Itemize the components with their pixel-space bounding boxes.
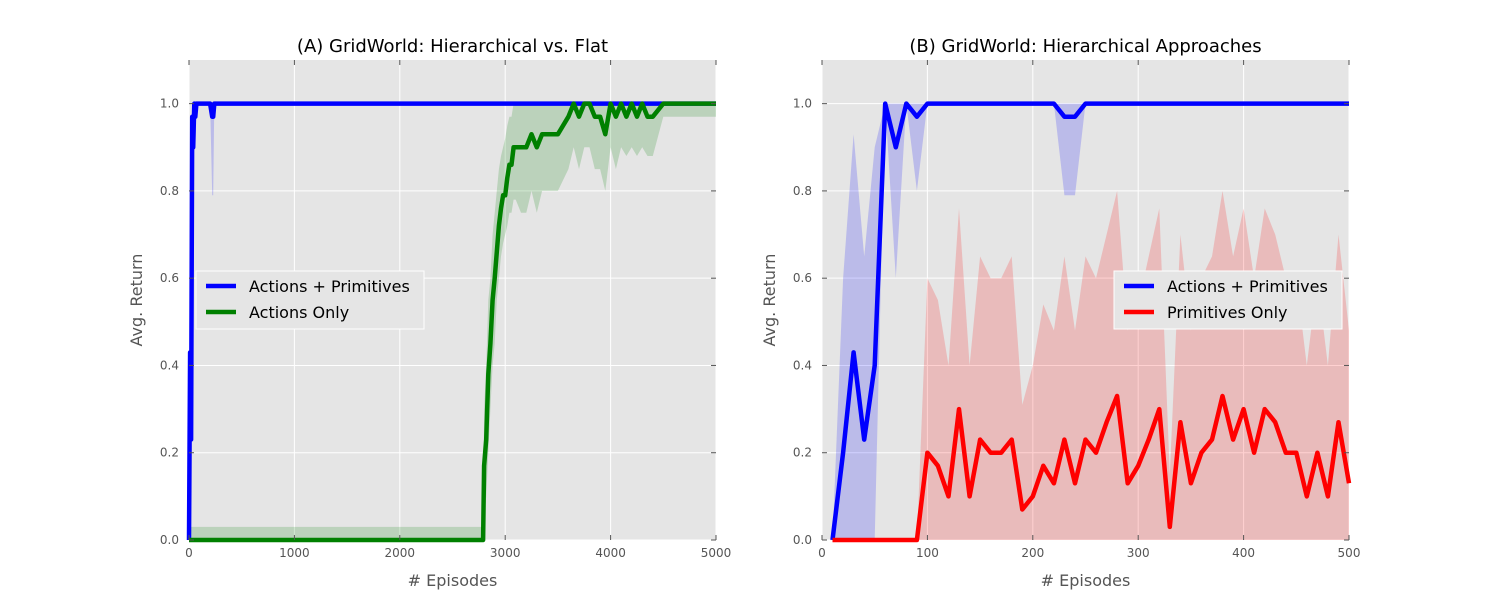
- legend-box: [195, 270, 425, 330]
- y-tick-label: 0.4: [793, 358, 812, 372]
- chart-panel-b: 0 100 200 300 400 500 0.0 0.2 0.4 0.6 0.8 1.0 (B) Gr…: [760, 36, 1360, 590]
- x-tick-label: 300: [1127, 546, 1150, 560]
- y-tick-label: 0.2: [793, 446, 812, 460]
- legend-label-0: Actions + Primitives: [1167, 277, 1328, 296]
- x-tick-label: 500: [1338, 546, 1361, 560]
- series-line-1: [189, 101, 716, 543]
- legend: Actions + Primitives Actions Only: [195, 270, 425, 330]
- x-tick-label: 0: [818, 546, 826, 560]
- y-tick-label: 0.8: [793, 184, 812, 198]
- legend-label-1: Primitives Only: [1167, 303, 1288, 322]
- y-tick-label: 1.0: [793, 97, 812, 111]
- x-axis-label: # Episodes: [1041, 571, 1131, 590]
- x-tick-label: 5000: [701, 546, 732, 560]
- x-tick-label: 100: [916, 546, 939, 560]
- chart-title: (B) GridWorld: Hierarchical Approaches: [909, 36, 1261, 57]
- series-line-0: [830, 101, 1349, 541]
- legend-box: [1113, 270, 1343, 330]
- x-tick-label: 1000: [279, 546, 310, 560]
- y-tick-label: 0.6: [793, 271, 812, 285]
- y-tick-label: 0.0: [793, 533, 812, 547]
- x-tick-label: 0: [185, 546, 193, 560]
- chart-panel-a: 0 1000 2000 3000 4000 5000 0.0 0.2 0.4 0.6 0.8 1.0 (…: [127, 36, 731, 590]
- y-tick-label: 1.0: [160, 97, 179, 111]
- y-tick-label: 0.2: [160, 446, 179, 460]
- x-tick-label: 200: [1021, 546, 1044, 560]
- x-tick-label: 3000: [490, 546, 521, 560]
- y-tick-label: 0.8: [160, 184, 179, 198]
- chart-title: (A) GridWorld: Hierarchical vs. Flat: [297, 36, 608, 57]
- legend-label-1: Actions Only: [249, 303, 349, 322]
- legend-label-0: Actions + Primitives: [249, 277, 410, 296]
- legend: Actions + Primitives Primitives Only: [1113, 270, 1343, 330]
- y-axis-label: Avg. Return: [760, 254, 779, 347]
- x-axis-label: # Episodes: [408, 571, 498, 590]
- x-tick-label: 4000: [595, 546, 626, 560]
- series-line-1: [832, 393, 1352, 543]
- y-tick-label: 0.6: [160, 271, 179, 285]
- x-tick-label: 400: [1232, 546, 1255, 560]
- y-axis-label: Avg. Return: [127, 254, 146, 347]
- series-line-0: [186, 101, 716, 541]
- x-tick-label: 2000: [385, 546, 416, 560]
- y-tick-label: 0.0: [160, 533, 179, 547]
- y-tick-label: 0.4: [160, 358, 179, 372]
